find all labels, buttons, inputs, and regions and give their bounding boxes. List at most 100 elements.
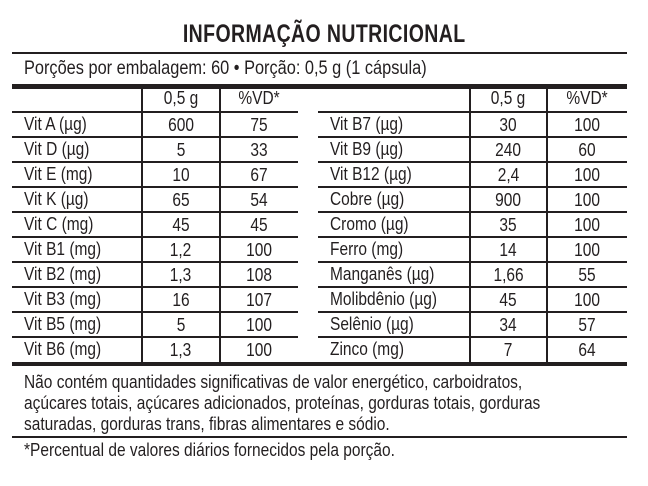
right-row-name-text: Vit B12 (µg) xyxy=(330,164,412,184)
right-row-dv-text: 100 xyxy=(574,190,600,210)
right-row-dv: 100 xyxy=(547,188,627,213)
right-row-name: Manganês (µg) xyxy=(330,262,451,287)
left-row-name: Vit B2 (mg) xyxy=(24,262,114,287)
right-row-name-text: Selênio (µg) xyxy=(330,314,414,334)
left-row-rule xyxy=(12,261,298,263)
right-row-dv-text: 55 xyxy=(578,265,596,285)
right-row-dv: 100 xyxy=(547,213,627,238)
right-row-amount: 45 xyxy=(470,288,547,313)
right-row-name-text: Ferro (mg) xyxy=(330,239,404,259)
left-row-dv: 107 xyxy=(220,288,298,313)
left-row-amount-text: 1,3 xyxy=(170,265,192,285)
left-row-name-text: Vit K (µg) xyxy=(24,189,89,209)
right-row-dv-text: 100 xyxy=(574,165,600,185)
note-line-2: açúcares totais, açúcares adicionados, p… xyxy=(24,393,624,414)
label-title-text: INFORMAÇÃO NUTRICIONAL xyxy=(182,20,466,48)
left-row-name-text: Vit E (mg) xyxy=(24,164,93,184)
right-row-name-text: Molibdênio (µg) xyxy=(330,289,438,309)
right-row-name: Cromo (µg) xyxy=(330,212,421,237)
left-row-name: Vit B1 (mg) xyxy=(24,237,114,262)
left-row-dv: 100 xyxy=(220,238,298,263)
top-rule xyxy=(12,52,627,54)
right-row-amount: 35 xyxy=(470,213,547,238)
right-row-amount-text: 240 xyxy=(495,140,522,160)
thick-rule-bottom xyxy=(12,362,627,366)
left-row-dv: 67 xyxy=(220,163,298,188)
right-row-amount: 240 xyxy=(470,138,547,163)
right-row-name-text: Vit B7 (µg) xyxy=(330,114,404,134)
right-row-dv: 100 xyxy=(547,163,627,188)
right-row-amount: 1,66 xyxy=(470,263,547,288)
left-row-amount: 1,3 xyxy=(142,338,220,363)
left-row-amount-text: 5 xyxy=(176,315,186,335)
footnote: *Percentual de valores diários fornecido… xyxy=(24,440,455,461)
left-row-amount-text: 1,3 xyxy=(170,340,192,360)
right-row-name: Zinco (mg) xyxy=(330,337,416,362)
left-column-divider xyxy=(141,88,143,362)
left-row-name: Vit B3 (mg) xyxy=(24,287,114,312)
left-row-dv-text: 45 xyxy=(250,215,268,235)
right-row-amount-text: 34 xyxy=(499,315,518,335)
left-row-dv-text: 54 xyxy=(250,190,268,210)
left-row-amount: 1,2 xyxy=(142,238,220,263)
left-row-name-text: Vit B3 (mg) xyxy=(24,289,102,309)
right-row-dv: 60 xyxy=(547,138,627,163)
right-row-amount-text: 35 xyxy=(499,215,518,235)
left-row-rule xyxy=(12,186,298,188)
right-row-name-text: Zinco (mg) xyxy=(330,339,404,359)
right-header-rule xyxy=(318,111,627,113)
right-row-amount-text: 30 xyxy=(499,115,518,135)
right-row-amount-text: 7 xyxy=(504,340,513,360)
right-row-dv-text: 57 xyxy=(578,315,596,335)
right-row-name: Ferro (mg) xyxy=(330,237,415,262)
right-row-dv-text: 100 xyxy=(574,290,600,310)
left-row-dv-text: 100 xyxy=(246,240,272,260)
right-row-amount-text: 2,4 xyxy=(497,165,520,185)
right-row-dv: 100 xyxy=(547,113,627,138)
left-row-dv: 54 xyxy=(220,188,298,213)
left-row-dv-text: 67 xyxy=(250,165,268,185)
right-row-amount-text: 900 xyxy=(495,190,522,210)
right-row-amount: 900 xyxy=(470,188,547,213)
right-row-dv: 55 xyxy=(547,263,627,288)
left-row-name-text: Vit D (µg) xyxy=(24,139,90,159)
right-row-name-text: Manganês (µg) xyxy=(330,264,435,284)
left-row-amount: 600 xyxy=(142,113,220,138)
right-row-amount: 2,4 xyxy=(470,163,547,188)
left-row-name-text: Vit B1 (mg) xyxy=(24,239,102,259)
left-row-amount-text: 16 xyxy=(172,290,190,310)
note-line-3: saturadas, gorduras trans, fibras alimen… xyxy=(24,414,449,435)
right-row-name-text: Cromo (µg) xyxy=(330,214,409,234)
left-row-amount: 5 xyxy=(142,138,220,163)
right-row-rule xyxy=(318,311,627,313)
left-row-dv-text: 108 xyxy=(246,265,272,285)
left-row-amount: 45 xyxy=(142,213,220,238)
left-row-rule xyxy=(12,286,298,288)
left-row-name-text: Vit A (µg) xyxy=(24,114,87,134)
left-row-name: Vit A (µg) xyxy=(24,112,97,137)
right-column-divider xyxy=(546,88,548,362)
left-row-name-text: Vit C (mg) xyxy=(24,214,94,234)
right-row-rule xyxy=(318,261,627,263)
left-row-rule xyxy=(12,336,298,338)
left-row-name: Vit B5 (mg) xyxy=(24,312,114,337)
left-row-dv: 33 xyxy=(220,138,298,163)
right-row-name: Vit B7 (µg) xyxy=(330,112,415,137)
left-row-amount: 10 xyxy=(142,163,220,188)
right-row-name: Vit B12 (µg) xyxy=(330,162,425,187)
note-text: saturadas, gorduras trans, fibras alimen… xyxy=(24,414,390,434)
note-text: Não contém quantidades significativas de… xyxy=(24,372,523,392)
right-row-name-text: Vit B9 (µg) xyxy=(330,139,404,159)
left-row-name: Vit D (µg) xyxy=(24,137,100,162)
left-column-divider xyxy=(219,88,221,362)
right-row-dv-text: 64 xyxy=(578,340,596,360)
right-row-rule xyxy=(318,186,627,188)
left-row-amount: 1,3 xyxy=(142,263,220,288)
right-header-dv: %VD* xyxy=(547,86,627,111)
left-row-name-text: Vit B6 (mg) xyxy=(24,339,102,359)
right-row-amount-text: 45 xyxy=(499,290,518,310)
left-row-rule xyxy=(12,236,298,238)
left-header-rule xyxy=(12,111,298,113)
left-row-name: Vit C (mg) xyxy=(24,212,105,237)
left-row-amount-text: 65 xyxy=(172,190,190,210)
